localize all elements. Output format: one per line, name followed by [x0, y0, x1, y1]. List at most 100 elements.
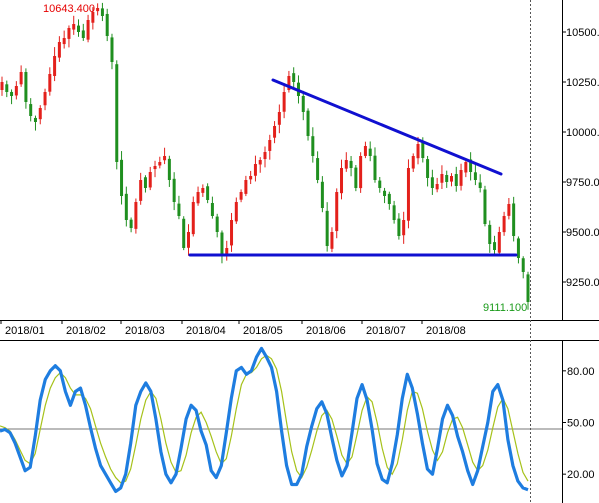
- candle-body: [177, 203, 181, 216]
- candle: [473, 164, 477, 186]
- candle-body: [96, 8, 100, 12]
- candle: [512, 196, 516, 242]
- candle: [230, 212, 234, 252]
- candle: [24, 68, 28, 109]
- candle-body: [253, 164, 257, 176]
- candle-body: [244, 180, 248, 194]
- candle: [19, 65, 23, 87]
- candle: [282, 83, 286, 119]
- date-tick-label: 2018/02: [66, 325, 106, 337]
- candle: [249, 170, 253, 185]
- candle: [368, 141, 372, 162]
- candle: [81, 23, 85, 41]
- candle: [182, 216, 186, 251]
- candle-body: [330, 232, 334, 249]
- candle: [163, 147, 167, 165]
- candle: [115, 60, 119, 170]
- price-y-tick-label: 9750.00: [566, 177, 599, 189]
- candle-body: [521, 258, 525, 272]
- candle-body: [48, 74, 52, 92]
- candle: [435, 177, 439, 193]
- candle: [373, 147, 377, 183]
- candle: [96, 3, 100, 16]
- candle-body: [110, 37, 114, 62]
- candle-body: [325, 210, 329, 246]
- candle-body: [196, 192, 200, 204]
- candle-body: [225, 248, 229, 257]
- date-tick-label: 2018/06: [306, 325, 346, 337]
- candle: [110, 33, 114, 70]
- candle: [172, 172, 176, 211]
- date-tick-label: 2018/01: [5, 325, 45, 337]
- date-tick-label: 2018/05: [243, 325, 283, 337]
- candle: [153, 160, 157, 178]
- candle-body: [268, 140, 272, 151]
- candle: [43, 88, 47, 111]
- candle-body: [115, 64, 119, 162]
- candle: [449, 173, 453, 187]
- candle-body: [163, 156, 167, 161]
- candle-body: [29, 104, 33, 116]
- candle: [507, 198, 511, 220]
- candle-body: [320, 181, 324, 208]
- candle-body: [24, 72, 28, 102]
- candle: [62, 30, 66, 49]
- candle: [67, 25, 71, 48]
- candle-body: [440, 174, 444, 183]
- candle: [354, 164, 358, 192]
- candle: [177, 195, 181, 220]
- candle: [359, 152, 363, 193]
- candle: [454, 166, 458, 192]
- candle: [521, 256, 525, 279]
- candle-body: [57, 42, 61, 58]
- candle-body: [392, 205, 396, 220]
- candle-body: [383, 190, 387, 196]
- candle-body: [67, 28, 71, 39]
- candle: [363, 141, 367, 159]
- candle: [349, 156, 353, 177]
- candle-body: [191, 202, 195, 235]
- candle: [287, 70, 291, 93]
- candle: [129, 217, 133, 233]
- candle-body: [172, 178, 176, 202]
- candle-body: [120, 159, 124, 196]
- date-ticks: 2018/01 2018/02 2018/03 2018/04 2018/05 2018/…: [0, 320, 466, 337]
- candle-body: [406, 168, 410, 221]
- candle-body: [153, 166, 157, 170]
- date-tick-label: 2018/04: [186, 325, 226, 337]
- candle-body: [493, 242, 497, 250]
- candle-body: [464, 162, 468, 173]
- candle-body: [368, 148, 372, 156]
- candle: [220, 230, 224, 264]
- candle-body: [210, 202, 214, 216]
- candle-body: [234, 202, 238, 222]
- candle: [258, 157, 262, 173]
- candle: [335, 188, 339, 239]
- candle-body: [158, 162, 162, 166]
- candle-body: [445, 174, 449, 182]
- candle: [478, 174, 482, 193]
- candle: [210, 196, 214, 219]
- candle: [292, 67, 296, 89]
- candle: [134, 198, 138, 234]
- candle-body: [397, 218, 401, 236]
- candle: [191, 196, 195, 237]
- candle: [464, 159, 468, 178]
- candle: [253, 155, 257, 182]
- price-y-axis: 10500.0 10250.0 10000.0 9750.00 9500.00 9250.…: [562, 0, 599, 320]
- candle: [411, 153, 415, 173]
- candle-body: [273, 126, 277, 138]
- candle: [445, 170, 449, 188]
- candle: [148, 166, 152, 191]
- candle-body: [387, 193, 391, 204]
- candle-body: [488, 224, 492, 244]
- candle: [493, 235, 497, 256]
- candle-body: [402, 220, 406, 236]
- candle-body: [220, 232, 224, 256]
- candle: [105, 8, 109, 42]
- price-y-tick-label: 9250.00: [566, 277, 599, 289]
- candle-body: [454, 174, 458, 186]
- candle-body: [5, 84, 9, 92]
- candle: [225, 240, 229, 261]
